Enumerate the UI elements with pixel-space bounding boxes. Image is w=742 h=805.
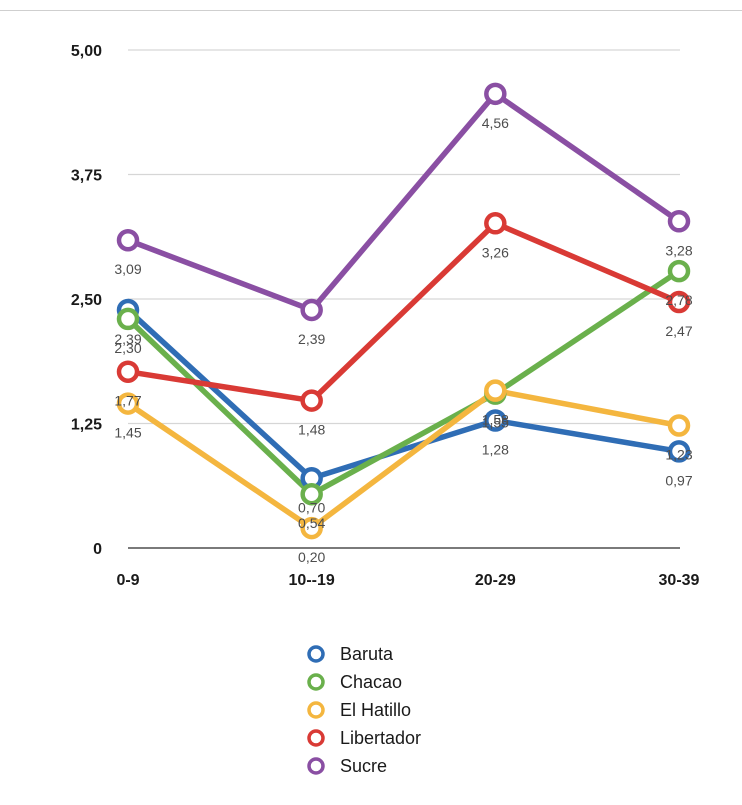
legend-label: Sucre (340, 755, 388, 776)
y-axis: 0 1,25 2,50 3,75 5,00 (71, 43, 102, 558)
data-label-chacao: 2,78 (665, 292, 692, 308)
y-tick-label: 0 (93, 541, 102, 558)
data-point-baruta (667, 440, 691, 463)
x-tick-label: 0-9 (116, 572, 139, 589)
data-label-libertador: 3,26 (482, 244, 509, 260)
data-label-chacao: 0,54 (298, 515, 325, 531)
data-label-baruta: 2,39 (114, 331, 141, 347)
gridlines (128, 49, 680, 549)
data-label-sucre: 2,39 (298, 331, 325, 347)
data-point-libertador (300, 389, 323, 412)
data-label-el-hatillo: 0,20 (298, 549, 325, 565)
data-label-libertador: 1,77 (114, 393, 141, 409)
data-label-el-hatillo: 1,58 (482, 412, 509, 428)
legend-marker-icon (307, 757, 325, 775)
series-line-el-hatillo (125, 387, 682, 531)
legend-item-libertador: Libertador (305, 724, 421, 752)
data-label-libertador: 1,48 (298, 422, 325, 438)
series-lines (116, 82, 691, 540)
y-tick-label: 1,25 (71, 417, 102, 434)
series-line-baruta (125, 307, 682, 482)
data-label-baruta: 1,28 (482, 442, 509, 458)
data-label-el-hatillo: 1,23 (665, 446, 692, 462)
data-label-baruta: 0,70 (298, 499, 325, 515)
series-line-libertador (125, 220, 682, 404)
legend-label: Libertador (340, 727, 422, 748)
data-point-chacao (116, 307, 140, 331)
top-divider (0, 10, 742, 11)
y-tick-label: 5,00 (71, 43, 102, 60)
x-tick-label: 10--19 (289, 572, 335, 589)
data-point-el-hatillo (116, 392, 140, 415)
data-label-chacao: 2,30 (114, 340, 141, 356)
legend: Baruta Chacao El Hatillo Libertador Sucre (305, 640, 421, 780)
data-point-sucre (300, 298, 323, 322)
legend-label: Chacao (340, 671, 403, 692)
legend-label: El Hatillo (340, 699, 412, 720)
data-point-chacao (300, 482, 323, 506)
data-point-el-hatillo (484, 379, 507, 402)
series-line-sucre (125, 91, 682, 313)
data-label-sucre: 4,56 (482, 115, 509, 131)
data-point-el-hatillo (667, 414, 691, 437)
line-chart: 0 1,25 2,50 3,75 5,00 0-9 10--19 20-29 30-39 2,… (71, 43, 700, 589)
data-label-chacao: 1,55 (482, 415, 509, 431)
data-point-el-hatillo (300, 516, 323, 540)
data-point-libertador (667, 290, 691, 314)
data-label-baruta: 0,97 (665, 472, 692, 488)
data-point-baruta (484, 409, 507, 432)
data-point-libertador (484, 212, 507, 235)
x-axis: 0-9 10--19 20-29 30-39 (116, 572, 699, 589)
data-point-chacao (667, 259, 691, 283)
legend-marker-icon (307, 729, 325, 747)
legend-marker-icon (307, 673, 325, 691)
x-tick-label: 30-39 (659, 572, 700, 589)
legend-item-baruta: Baruta (305, 640, 421, 668)
data-label-sucre: 3,28 (665, 242, 692, 258)
data-point-sucre (484, 82, 507, 106)
legend-item-sucre: Sucre (305, 752, 421, 780)
y-tick-label: 3,75 (71, 168, 102, 185)
data-point-sucre (667, 210, 691, 233)
data-label-el-hatillo: 1,45 (114, 425, 141, 441)
legend-label: Baruta (340, 643, 394, 664)
legend-marker-icon (307, 645, 325, 663)
y-tick-label: 2,50 (71, 292, 102, 309)
data-point-sucre (116, 228, 140, 252)
data-point-libertador (116, 360, 140, 383)
data-label-sucre: 3,09 (114, 261, 141, 277)
legend-item-el-hatillo: El Hatillo (305, 696, 421, 724)
data-labels: 2,39 0,70 1,28 0,97 2,30 0,54 1,55 2,78 1,45 0,20… (114, 115, 692, 565)
x-tick-label: 20-29 (475, 572, 516, 589)
series-line-chacao (125, 268, 682, 497)
legend-item-chacao: Chacao (305, 668, 421, 696)
legend-marker-icon (307, 701, 325, 719)
data-label-libertador: 2,47 (665, 323, 692, 339)
